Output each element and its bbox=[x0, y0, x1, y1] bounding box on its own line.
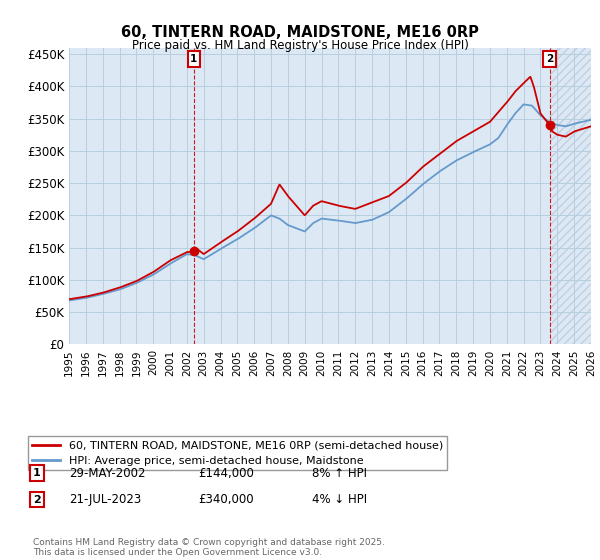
Bar bbox=[550, 48, 591, 344]
Text: £340,000: £340,000 bbox=[198, 493, 254, 506]
Legend: 60, TINTERN ROAD, MAIDSTONE, ME16 0RP (semi-detached house), HPI: Average price,: 60, TINTERN ROAD, MAIDSTONE, ME16 0RP (s… bbox=[28, 436, 448, 470]
Text: Contains HM Land Registry data © Crown copyright and database right 2025.
This d: Contains HM Land Registry data © Crown c… bbox=[33, 538, 385, 557]
Text: 1: 1 bbox=[190, 54, 197, 64]
Text: 4% ↓ HPI: 4% ↓ HPI bbox=[312, 493, 367, 506]
Text: 21-JUL-2023: 21-JUL-2023 bbox=[69, 493, 141, 506]
Text: 2: 2 bbox=[546, 54, 553, 64]
Text: 1: 1 bbox=[33, 468, 41, 478]
Bar bbox=[550, 48, 591, 344]
Text: 60, TINTERN ROAD, MAIDSTONE, ME16 0RP: 60, TINTERN ROAD, MAIDSTONE, ME16 0RP bbox=[121, 25, 479, 40]
Text: 8% ↑ HPI: 8% ↑ HPI bbox=[312, 466, 367, 480]
Text: £144,000: £144,000 bbox=[198, 466, 254, 480]
Text: 29-MAY-2002: 29-MAY-2002 bbox=[69, 466, 146, 480]
Text: 2: 2 bbox=[33, 494, 41, 505]
Text: Price paid vs. HM Land Registry's House Price Index (HPI): Price paid vs. HM Land Registry's House … bbox=[131, 39, 469, 52]
